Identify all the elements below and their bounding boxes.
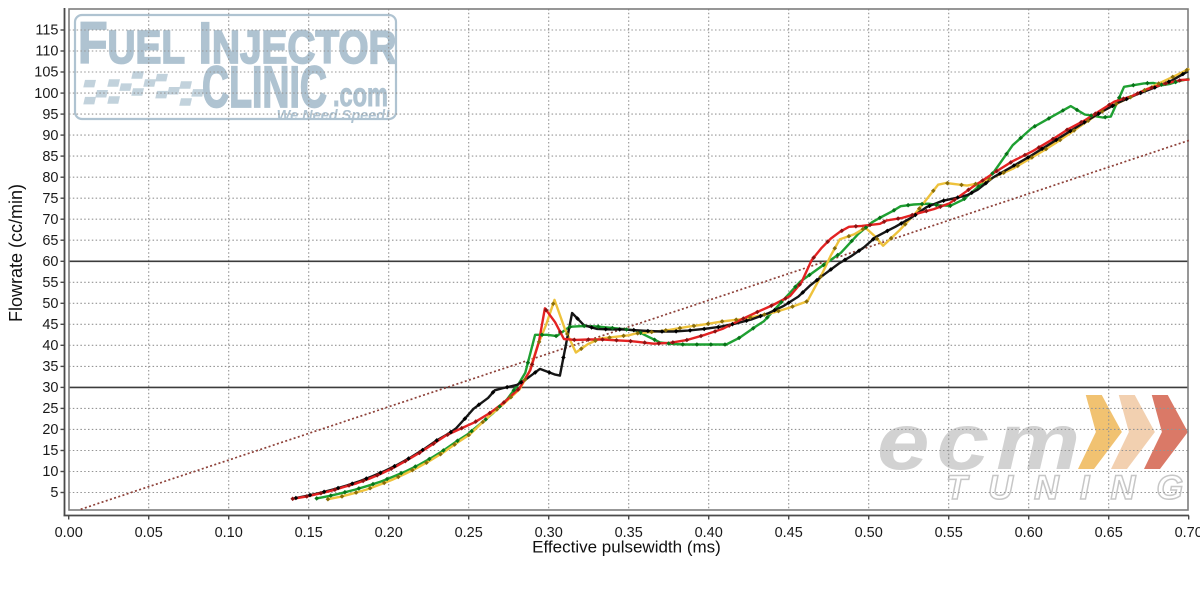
svg-text:0.70: 0.70	[1175, 525, 1200, 541]
svg-text:20: 20	[42, 422, 58, 438]
svg-text:0.65: 0.65	[1095, 525, 1123, 541]
svg-text:40: 40	[42, 338, 58, 354]
svg-text:35: 35	[42, 359, 58, 375]
svg-text:Flowrate (cc/min): Flowrate (cc/min)	[6, 184, 26, 322]
svg-text:110: 110	[35, 44, 58, 60]
svg-text:60: 60	[42, 254, 58, 270]
svg-text:0.55: 0.55	[935, 525, 963, 541]
svg-text:10: 10	[42, 464, 58, 480]
svg-text:45: 45	[42, 317, 58, 333]
svg-text:105: 105	[34, 65, 58, 81]
svg-text:95: 95	[42, 107, 58, 123]
svg-text:0.60: 0.60	[1015, 525, 1043, 541]
svg-text:0.20: 0.20	[375, 525, 403, 541]
svg-text:75: 75	[42, 191, 58, 207]
svg-text:65: 65	[42, 233, 58, 249]
svg-text:TUNING: TUNING	[946, 469, 1200, 507]
svg-text:55: 55	[42, 275, 58, 291]
svg-text:15: 15	[42, 443, 58, 459]
svg-text:50: 50	[42, 296, 58, 312]
svg-text:5: 5	[50, 485, 58, 501]
svg-text:80: 80	[42, 170, 58, 186]
svg-text:0.35: 0.35	[615, 525, 643, 541]
svg-text:0.15: 0.15	[295, 525, 323, 541]
svg-text:100: 100	[34, 86, 58, 102]
svg-text:70: 70	[42, 212, 58, 228]
svg-text:0.05: 0.05	[135, 525, 163, 541]
svg-text:Effective pulsewidth (ms): Effective pulsewidth (ms)	[532, 538, 721, 557]
svg-text:.com: .com	[333, 77, 388, 114]
svg-text:0.40: 0.40	[695, 525, 723, 541]
svg-text:25: 25	[42, 401, 58, 417]
svg-text:CLINIC: CLINIC	[202, 56, 327, 120]
svg-text:30: 30	[42, 380, 58, 396]
svg-text:We Need Speed!: We Need Speed!	[277, 108, 391, 124]
svg-text:85: 85	[42, 149, 58, 165]
svg-text:0.45: 0.45	[775, 525, 803, 541]
svg-text:0.50: 0.50	[855, 525, 883, 541]
svg-text:115: 115	[35, 23, 58, 39]
svg-text:0.10: 0.10	[215, 525, 243, 541]
svg-text:0.25: 0.25	[455, 525, 483, 541]
svg-text:0.30: 0.30	[535, 525, 563, 541]
svg-text:90: 90	[42, 128, 58, 144]
svg-text:0.00: 0.00	[55, 525, 83, 541]
